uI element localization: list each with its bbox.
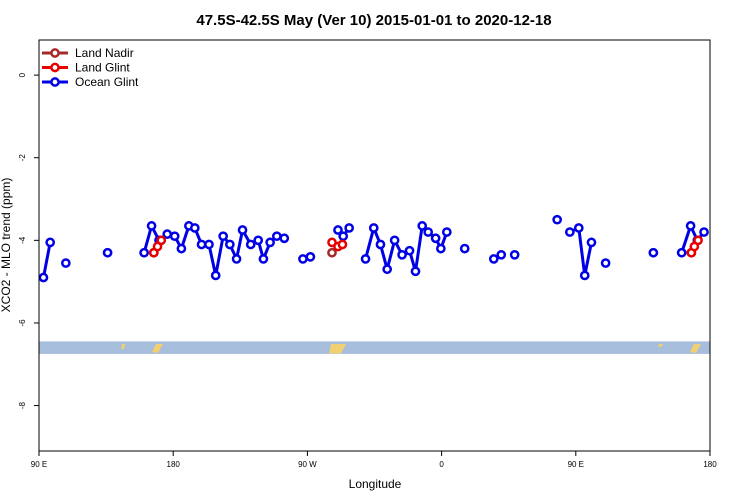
ocean-glint-point — [410, 266, 421, 277]
ocean-glint-point — [676, 247, 687, 258]
ocean-glint-point — [169, 231, 180, 242]
x-axis: 90 E 180 90 W 0 90 E 180 — [31, 451, 717, 469]
x-tick-label: 180 — [167, 460, 181, 469]
y-tick-label: -4 — [18, 236, 27, 244]
ocean-glint-point — [210, 270, 221, 281]
land-marks — [121, 344, 701, 354]
ocean-band — [39, 341, 710, 354]
ocean-glint-point — [279, 233, 290, 244]
x-tick-label: 0 — [439, 460, 444, 469]
ocean-glint-point — [382, 264, 393, 275]
ocean-glint-point — [360, 254, 371, 264]
ocean-glint-point — [60, 258, 71, 268]
ocean-glint-point — [333, 225, 343, 235]
ocean-glint-point — [162, 229, 173, 239]
ocean-glint-line — [680, 224, 706, 254]
legend-ocean-glint-marker — [50, 77, 60, 87]
ocean-glint-point — [237, 225, 248, 235]
x-tick-label: 90 E — [568, 460, 584, 469]
ocean-glint-point — [586, 237, 597, 248]
ocean-glint-point — [509, 249, 520, 260]
land-glint-point — [156, 235, 167, 246]
ocean-glint-point — [579, 270, 590, 281]
chart-title: 47.5S-42.5S May (Ver 10) 2015-01-01 to 2… — [196, 12, 551, 29]
ocean-glint-point — [375, 239, 386, 250]
ocean-glint-point — [196, 239, 207, 250]
land-patch — [121, 344, 125, 349]
land-patch — [690, 344, 701, 353]
ocean-glint-point — [389, 235, 400, 246]
ocean-glint-point — [368, 223, 379, 233]
y-tick-label: -8 — [18, 401, 27, 409]
legend-land-nadir-marker — [50, 48, 60, 58]
ocean-glint-point — [685, 221, 696, 231]
ocean-glint-point — [397, 249, 407, 260]
ocean-glint-point — [305, 252, 316, 262]
ocean-glint-point — [436, 243, 446, 254]
ocean-glint-point — [417, 221, 428, 231]
ocean-glint-point — [146, 221, 157, 231]
land-nadir-point — [327, 247, 337, 258]
ocean-glint-point — [404, 245, 415, 256]
ocean-glint-point — [552, 214, 563, 225]
ocean-glint-point — [204, 239, 214, 250]
ocean-glint-point — [423, 227, 434, 237]
land-glint-point — [693, 235, 703, 246]
ocean-glint-point — [459, 243, 470, 254]
ocean-glint-point — [496, 249, 507, 260]
ocean-glint-point — [253, 235, 264, 246]
land-patch — [658, 344, 663, 347]
x-tick-label: 90 W — [298, 460, 317, 469]
land-patch — [329, 344, 346, 354]
ocean-glint-point — [430, 233, 441, 244]
y-axis: 0 -2 -4 -6 -8 — [18, 72, 39, 409]
y-tick-label: 0 — [18, 72, 27, 77]
ocean-glint-point — [245, 239, 256, 250]
ocean-glint-line — [569, 226, 593, 277]
ocean-glint-point — [600, 258, 611, 268]
x-axis-label: Longitude — [349, 477, 402, 491]
legend-ocean-glint-label: Ocean Glint — [75, 75, 139, 89]
ocean-glint-point — [298, 254, 308, 264]
ocean-glint-point — [218, 231, 229, 242]
ocean-glint-point — [338, 231, 349, 242]
x-tick-label: 90 E — [31, 460, 47, 469]
land-patch — [152, 344, 163, 353]
ocean-glint-point — [573, 223, 584, 233]
plot-frame — [38, 39, 711, 452]
series-layer — [38, 214, 709, 283]
ocean-glint-line — [41, 242, 52, 278]
ocean-glint-point — [139, 247, 149, 258]
ocean-glint-point — [488, 254, 499, 264]
ocean-glint-point — [225, 239, 235, 250]
ocean-glint-point — [564, 227, 575, 237]
ocean-glint-point — [189, 223, 200, 233]
ocean-glint-point — [699, 227, 709, 237]
ocean-glint-point — [258, 254, 269, 264]
land-glint-point — [337, 239, 348, 250]
x-tick-label: 180 — [703, 460, 717, 469]
legend-land-glint-label: Land Glint — [75, 61, 130, 75]
ocean-glint-point — [271, 231, 282, 242]
y-tick-label: -2 — [18, 154, 27, 162]
ocean-glint-point — [441, 227, 452, 237]
ocean-glint-point — [102, 247, 113, 258]
ocean-glint-point — [176, 243, 187, 254]
legend-land-nadir-label: Land Nadir — [75, 46, 134, 60]
y-axis-label: XCO2 - MLO trend (ppm) — [0, 178, 13, 313]
ocean-glint-point — [344, 223, 355, 233]
y-tick-label: -6 — [18, 319, 27, 327]
ocean-glint-point — [265, 237, 275, 248]
legend-land-glint-marker — [50, 62, 60, 73]
ocean-glint-point — [231, 254, 242, 264]
ocean-glint-point — [648, 247, 659, 258]
ocean-glint-point — [38, 272, 49, 283]
ocean-glint-point — [45, 237, 56, 248]
